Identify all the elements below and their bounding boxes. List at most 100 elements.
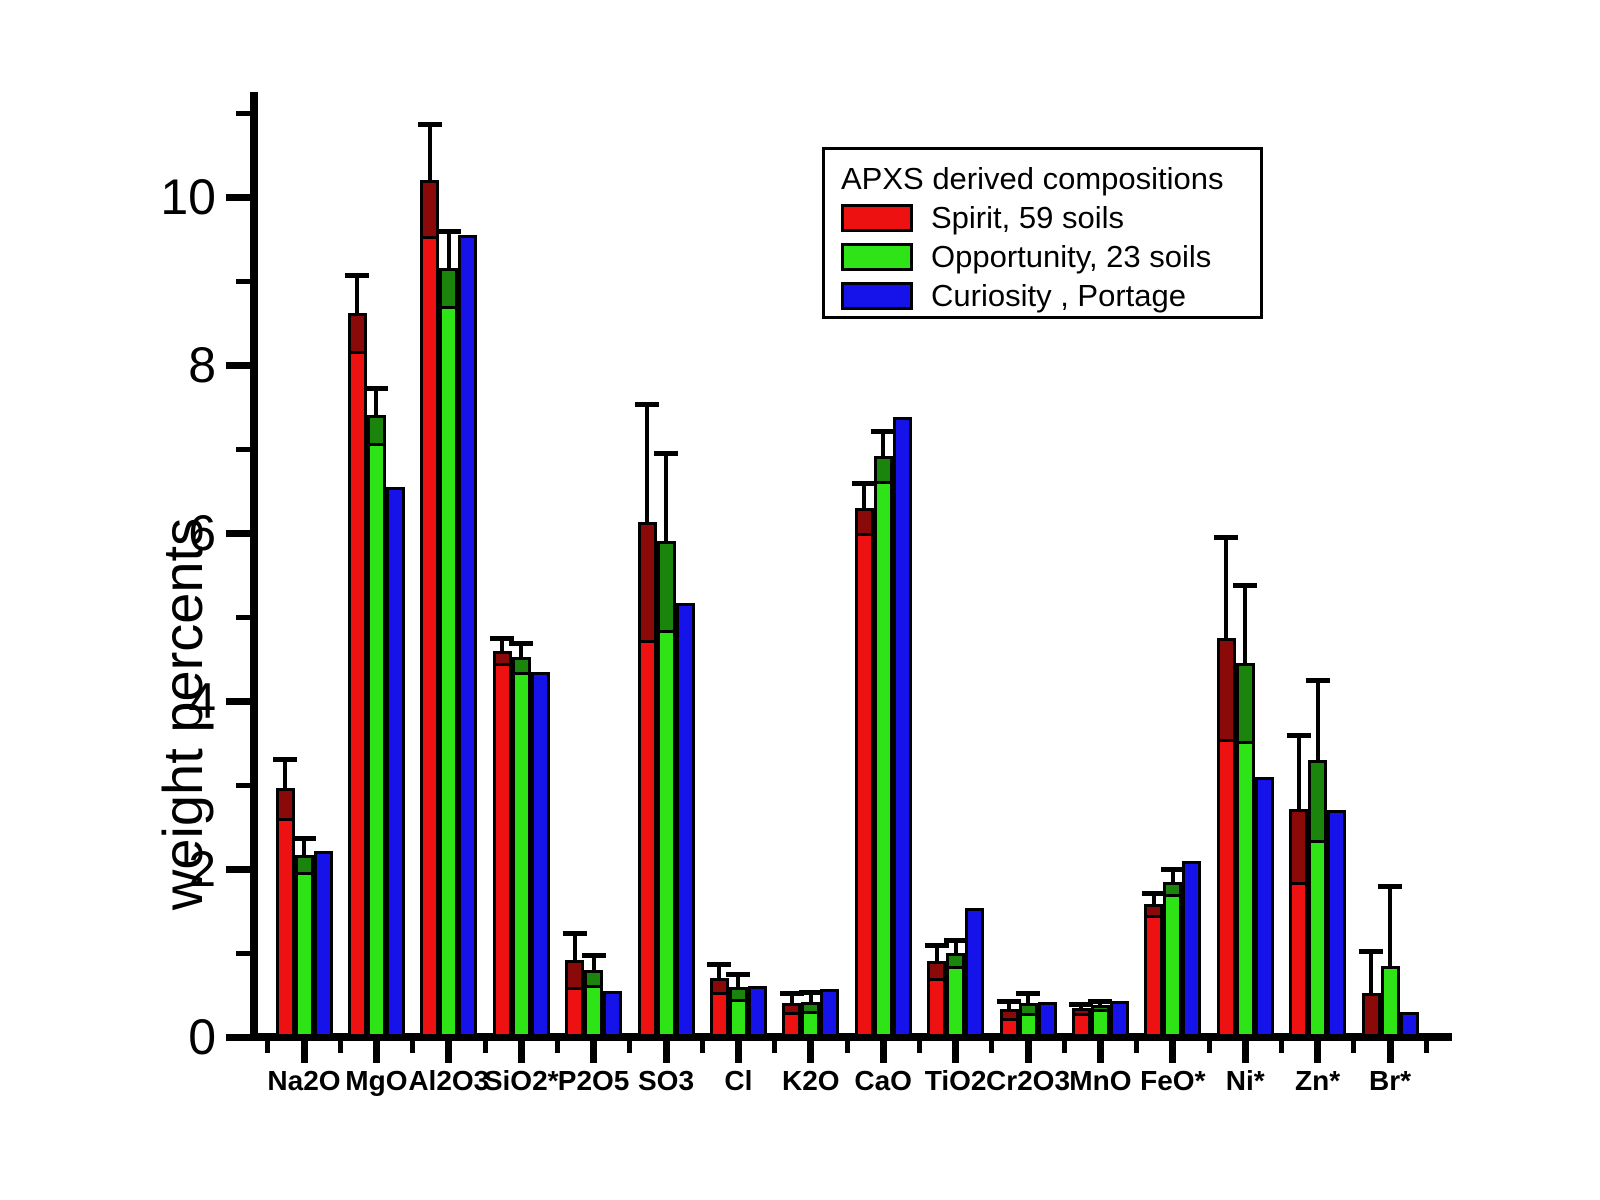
error-whisker-cap xyxy=(1305,678,1330,683)
error-range-shade xyxy=(1147,907,1161,919)
bar-Cr2O3-spirit xyxy=(999,1009,1019,1037)
bar-K2O-spirit xyxy=(782,1002,802,1037)
error-whisker xyxy=(1151,893,1156,905)
y-minor-tick xyxy=(236,447,250,452)
x-major-tick xyxy=(372,1041,380,1063)
x-minor-tick xyxy=(482,1041,488,1053)
x-major-tick xyxy=(952,1041,960,1063)
x-minor-tick xyxy=(554,1041,560,1053)
x-category-label: SO3 xyxy=(637,1065,695,1096)
error-range-shade xyxy=(442,271,456,310)
error-whisker xyxy=(1026,993,1030,1004)
error-whisker-cap xyxy=(581,952,606,958)
error-whisker-cap xyxy=(273,756,297,762)
bar-SiO2-curiosity xyxy=(530,671,550,1037)
error-whisker-cap xyxy=(1378,883,1402,889)
x-axis-line xyxy=(250,1033,1452,1041)
error-whisker-cap xyxy=(1359,949,1383,955)
bar-K2O-opportunity xyxy=(801,1001,821,1037)
error-whisker-cap xyxy=(798,990,823,996)
bar-FeO-curiosity xyxy=(1182,860,1202,1037)
error-range-shade xyxy=(785,1005,799,1015)
legend-swatch-spirit xyxy=(841,203,913,232)
x-minor-tick xyxy=(989,1041,995,1053)
error-range-shade xyxy=(949,956,963,969)
error-whisker-cap xyxy=(997,998,1021,1004)
x-minor-tick xyxy=(844,1041,850,1053)
legend-label-opportunity: Opportunity, 23 soils xyxy=(931,238,1212,274)
x-major-tick xyxy=(1314,1041,1322,1063)
x-major-tick xyxy=(662,1041,670,1063)
legend-swatch-opportunity xyxy=(841,242,913,271)
x-minor-tick xyxy=(1423,1041,1429,1053)
bar-MnO-curiosity xyxy=(1109,1000,1129,1037)
error-range-shade xyxy=(587,972,601,988)
bar-Al2O3-spirit xyxy=(420,180,440,1037)
error-whisker xyxy=(591,954,596,970)
y-minor-tick xyxy=(236,783,250,788)
x-category-label: MnO xyxy=(1069,1065,1132,1096)
y-tick-label: 2 xyxy=(188,841,216,897)
legend-swatch-curiosity xyxy=(841,281,913,310)
error-range-shade xyxy=(1021,1006,1035,1017)
bar-MgO-spirit xyxy=(347,312,367,1037)
bar-Cl-spirit xyxy=(709,978,729,1037)
bar-P2O5-opportunity xyxy=(584,969,604,1037)
bar-SiO2-spirit xyxy=(492,650,512,1037)
error-whisker xyxy=(519,643,524,658)
error-range-shade xyxy=(731,989,745,1003)
x-major-tick xyxy=(1169,1041,1177,1063)
x-minor-tick xyxy=(1061,1041,1067,1053)
legend-label-spirit: Spirit, 59 soils xyxy=(931,199,1124,235)
error-range-shade xyxy=(876,458,890,484)
error-range-shade xyxy=(1311,762,1325,843)
error-whisker xyxy=(736,974,741,987)
x-minor-tick xyxy=(1206,1041,1212,1053)
x-category-label: Br* xyxy=(1368,1065,1411,1096)
x-category-label: Na2O xyxy=(267,1065,341,1096)
bar-Ni-spirit xyxy=(1216,638,1236,1037)
bar-MnO-spirit xyxy=(1071,1008,1091,1037)
x-category-label: CaO xyxy=(854,1065,912,1096)
y-major-tick xyxy=(226,530,250,537)
x-major-tick xyxy=(1096,1041,1104,1063)
y-axis-title: weight percents xyxy=(151,517,214,911)
bar-TiO2-spirit xyxy=(927,961,947,1037)
error-whisker-cap xyxy=(726,972,751,977)
error-range-shade xyxy=(1238,666,1252,745)
error-whisker xyxy=(446,230,451,269)
bar-Cr2O3-curiosity xyxy=(1037,1001,1057,1037)
error-whisker xyxy=(953,940,958,953)
y-tick-label: 6 xyxy=(188,505,216,561)
error-whisker-cap xyxy=(417,121,442,127)
x-minor-tick xyxy=(1278,1041,1284,1053)
bar-CaO-curiosity xyxy=(892,417,912,1037)
x-category-label: FeO* xyxy=(1140,1065,1206,1096)
bar-Ni-opportunity xyxy=(1235,663,1255,1037)
bar-Cr2O3-opportunity xyxy=(1018,1003,1038,1037)
x-major-tick xyxy=(1024,1041,1032,1063)
y-minor-tick xyxy=(236,951,250,956)
x-category-label: MgO xyxy=(345,1065,408,1096)
x-category-label: P2O5 xyxy=(557,1065,630,1096)
x-minor-tick xyxy=(337,1041,343,1053)
bar-CaO-spirit xyxy=(854,507,874,1037)
bar-Zn-opportunity xyxy=(1308,759,1328,1037)
x-category-label: K2O xyxy=(782,1065,840,1096)
error-whisker xyxy=(572,932,577,960)
error-whisker xyxy=(1170,869,1175,882)
error-whisker-cap xyxy=(871,428,896,434)
error-range-shade xyxy=(804,1004,818,1014)
bar-MgO-opportunity xyxy=(366,415,386,1037)
y-minor-tick xyxy=(236,279,250,284)
x-major-tick xyxy=(1241,1041,1249,1063)
error-whisker-cap xyxy=(1160,867,1185,872)
error-range-shade xyxy=(1002,1012,1016,1021)
bar-Na2O-spirit xyxy=(275,788,295,1037)
error-whisker xyxy=(862,482,867,508)
error-whisker xyxy=(645,404,649,523)
error-whisker xyxy=(1224,537,1229,638)
error-whisker-cap xyxy=(490,636,515,641)
bar-Br-opportunity xyxy=(1380,965,1400,1037)
error-whisker-cap xyxy=(707,961,732,967)
